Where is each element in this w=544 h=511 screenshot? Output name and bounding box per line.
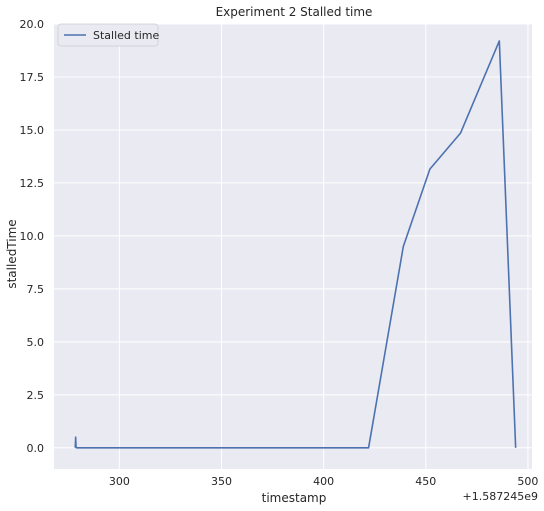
y-tick-label: 15.0 xyxy=(20,124,45,137)
x-tick-label: 300 xyxy=(109,475,130,488)
y-tick-label: 2.5 xyxy=(27,389,45,402)
y-tick-label: 17.5 xyxy=(20,71,45,84)
legend-box xyxy=(57,23,159,47)
x-axis-label: timestamp xyxy=(262,491,327,505)
series-line xyxy=(74,40,517,449)
plot-area xyxy=(54,24,532,469)
x-tick-label: 450 xyxy=(415,475,436,488)
legend: Stalled time xyxy=(57,23,159,47)
x-tick-label: 350 xyxy=(211,475,232,488)
legend-label: Stalled time xyxy=(93,29,159,42)
y-tick-label: 0.0 xyxy=(27,442,45,455)
y-tick-label: 12.5 xyxy=(20,177,45,190)
y-tick-label: 20.0 xyxy=(20,18,45,31)
y-tick-label: 7.5 xyxy=(27,283,45,296)
y-axis-ticks: 0.0 2.5 5.0 7.5 10.0 12.5 15.0 17.5 20.0 xyxy=(20,18,45,455)
x-tick-label: 400 xyxy=(313,475,334,488)
y-tick-label: 10.0 xyxy=(20,230,45,243)
x-axis-offset-label: +1.587245e9 xyxy=(463,490,538,503)
y-axis-label: stalledTime xyxy=(5,219,19,288)
chart-title: Experiment 2 Stalled time xyxy=(216,5,373,19)
y-tick-label: 5.0 xyxy=(27,336,45,349)
x-tick-label: 500 xyxy=(517,475,538,488)
series-layer xyxy=(74,40,517,449)
x-axis-ticks: 300 350 400 450 500 xyxy=(109,475,539,488)
